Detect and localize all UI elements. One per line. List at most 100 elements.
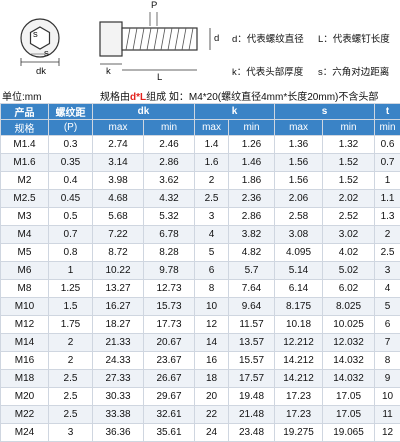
table-cell: 14 bbox=[195, 334, 229, 352]
table-cell: 1.1 bbox=[375, 190, 400, 208]
table-cell: 10 bbox=[375, 388, 400, 406]
table-cell: 14.212 bbox=[275, 352, 323, 370]
table-cell: 5 bbox=[375, 298, 400, 316]
table-cell: 19.065 bbox=[323, 424, 375, 442]
table-cell: 6.14 bbox=[275, 280, 323, 298]
note-suffix: 组成 如：M4*20(螺纹直径4mm*长度20mm)不含头部 bbox=[146, 92, 378, 103]
header-spec: 规格 bbox=[1, 120, 49, 136]
table-cell: 4 bbox=[375, 280, 400, 298]
table-cell: 0.3 bbox=[49, 136, 93, 154]
header-s-max: max bbox=[275, 120, 323, 136]
table-cell: 15.73 bbox=[144, 298, 195, 316]
table-cell: 30.33 bbox=[93, 388, 144, 406]
table-cell: 3 bbox=[375, 262, 400, 280]
table-cell: 21.33 bbox=[93, 334, 144, 352]
table-cell: 2.86 bbox=[229, 208, 275, 226]
table-cell: 0.45 bbox=[49, 190, 93, 208]
table-cell: 10 bbox=[195, 298, 229, 316]
table-cell: 1.5 bbox=[49, 298, 93, 316]
table-cell: 7.22 bbox=[93, 226, 144, 244]
spec-note: 规格由d*L组成 如：M4*20(螺纹直径4mm*长度20mm)不含头部 bbox=[100, 88, 378, 103]
row-spec-cell: M6 bbox=[1, 262, 49, 280]
table-cell: 6.02 bbox=[323, 280, 375, 298]
table-cell: 6 bbox=[375, 316, 400, 334]
table-cell: 8 bbox=[375, 352, 400, 370]
table-cell: 5.68 bbox=[93, 208, 144, 226]
table-cell: 2 bbox=[195, 172, 229, 190]
table-cell: 12.73 bbox=[144, 280, 195, 298]
row-spec-cell: M2.5 bbox=[1, 190, 49, 208]
row-spec-cell: M16 bbox=[1, 352, 49, 370]
table-cell: 11.57 bbox=[229, 316, 275, 334]
table-cell: 0.4 bbox=[49, 172, 93, 190]
table-cell: 23.67 bbox=[144, 352, 195, 370]
table-cell: 4.68 bbox=[93, 190, 144, 208]
table-cell: 1.3 bbox=[375, 208, 400, 226]
table-cell: 35.61 bbox=[144, 424, 195, 442]
table-cell: 1.36 bbox=[275, 136, 323, 154]
spec-page: s dk s P k L d d：代表螺纹直径 L：代表螺钉长度 k：代表头部厚… bbox=[0, 0, 400, 400]
table-cell: 8.72 bbox=[93, 244, 144, 262]
row-spec-cell: M3 bbox=[1, 208, 49, 226]
table-cell: 12 bbox=[375, 424, 400, 442]
table-cell: 6 bbox=[195, 262, 229, 280]
label-k: k bbox=[106, 66, 111, 77]
row-spec-cell: M14 bbox=[1, 334, 49, 352]
table-cell: 12 bbox=[195, 316, 229, 334]
table-cell: 2.36 bbox=[229, 190, 275, 208]
table-cell: 1.56 bbox=[275, 172, 323, 190]
table-cell: 2.86 bbox=[144, 154, 195, 172]
table-cell: 2 bbox=[49, 334, 93, 352]
header-dk-max: max bbox=[93, 120, 144, 136]
table-cell: 13.27 bbox=[93, 280, 144, 298]
table-cell: 4.82 bbox=[229, 244, 275, 262]
table-cell: 15.57 bbox=[229, 352, 275, 370]
table-cell: 3 bbox=[195, 208, 229, 226]
table-cell: 5.32 bbox=[144, 208, 195, 226]
header-row-top: 产品 螺纹距 dk k s t bbox=[1, 104, 400, 120]
table-cell: 0.5 bbox=[49, 208, 93, 226]
header-s: s bbox=[275, 104, 375, 120]
table-cell: 8.025 bbox=[323, 298, 375, 316]
header-row-sub: 规格 (P) max min max min max min min bbox=[1, 120, 400, 136]
table-cell: 1.86 bbox=[229, 172, 275, 190]
table-cell: 1.25 bbox=[49, 280, 93, 298]
header-dk-min: min bbox=[144, 120, 195, 136]
table-cell: 8.28 bbox=[144, 244, 195, 262]
header-s-min: min bbox=[323, 120, 375, 136]
table-cell: 4 bbox=[195, 226, 229, 244]
table-cell: 0.6 bbox=[375, 136, 400, 154]
table-cell: 17.57 bbox=[229, 370, 275, 388]
table-cell: 0.7 bbox=[49, 226, 93, 244]
table-cell: 3.62 bbox=[144, 172, 195, 190]
header-k-min: min bbox=[229, 120, 275, 136]
table-cell: 12.032 bbox=[323, 334, 375, 352]
table-cell: 19.275 bbox=[275, 424, 323, 442]
table-cell: 0.7 bbox=[375, 154, 400, 172]
table-cell: 1.52 bbox=[323, 172, 375, 190]
label-d: d bbox=[214, 33, 219, 44]
header-dk: dk bbox=[93, 104, 195, 120]
table-cell: 7.64 bbox=[229, 280, 275, 298]
table-cell: 8 bbox=[195, 280, 229, 298]
unit-label: 单位:mm bbox=[2, 88, 41, 103]
table-cell: 2.46 bbox=[144, 136, 195, 154]
table-cell: 10.22 bbox=[93, 262, 144, 280]
table-cell: 36.36 bbox=[93, 424, 144, 442]
legend-l: L：代表螺钉长度 bbox=[318, 31, 390, 45]
table-cell: 9 bbox=[375, 370, 400, 388]
label-p: P bbox=[151, 0, 157, 11]
table-cell: 2.58 bbox=[275, 208, 323, 226]
table-cell: 5.7 bbox=[229, 262, 275, 280]
table-cell: 1 bbox=[375, 172, 400, 190]
header-p: (P) bbox=[49, 120, 93, 136]
table-cell: 0.8 bbox=[49, 244, 93, 262]
table-cell: 14.032 bbox=[323, 352, 375, 370]
table-cell: 2.5 bbox=[49, 406, 93, 424]
table-cell: 23.48 bbox=[229, 424, 275, 442]
